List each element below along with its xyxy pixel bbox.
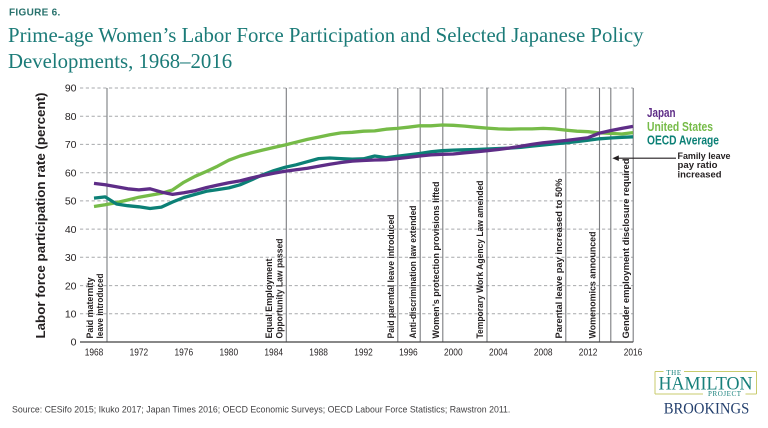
svg-text:60: 60	[65, 167, 77, 179]
svg-text:Women’s protection provisions: Women’s protection provisions lifted	[431, 181, 442, 338]
svg-text:FIGURE 6.: FIGURE 6.	[9, 8, 61, 19]
svg-text:1980: 1980	[220, 348, 239, 359]
svg-text:BROOKINGS: BROOKINGS	[664, 400, 750, 417]
svg-text:Opportunity Law passed: Opportunity Law passed	[274, 238, 285, 338]
svg-text:Equal Employment: Equal Employment	[264, 258, 275, 339]
svg-text:OECD Average: OECD Average	[647, 134, 719, 148]
svg-text:2000: 2000	[444, 348, 463, 359]
svg-text:Japan: Japan	[647, 106, 676, 120]
svg-text:United States: United States	[647, 120, 713, 134]
svg-text:Womenomics announced: Womenomics announced	[588, 231, 599, 338]
svg-text:70: 70	[65, 139, 77, 151]
svg-text:Temporary Work Agency Law amen: Temporary Work Agency Law amended	[475, 180, 486, 338]
svg-text:1992: 1992	[354, 348, 373, 359]
svg-text:Labor force participation rate: Labor force participation rate (percent)	[34, 93, 48, 339]
svg-text:1984: 1984	[264, 348, 283, 359]
svg-text:Gender employment disclosure r: Gender employment disclosure required	[621, 158, 632, 338]
svg-text:30: 30	[65, 252, 77, 264]
svg-text:80: 80	[65, 111, 77, 123]
svg-text:THE: THE	[666, 369, 681, 377]
svg-text:2004: 2004	[489, 348, 508, 359]
svg-text:Anti-discrimination law extend: Anti-discrimination law extended	[408, 205, 419, 338]
svg-text:40: 40	[65, 224, 77, 236]
svg-text:Family leave: Family leave	[678, 151, 731, 162]
svg-text:HAMILTON: HAMILTON	[659, 373, 753, 394]
svg-text:Paid parental leave introduced: Paid parental leave introduced	[386, 214, 397, 338]
svg-text:50: 50	[65, 196, 77, 208]
svg-text:Prime-age Women’s Labor Force: Prime-age Women’s Labor Force Participat…	[8, 24, 644, 47]
svg-text:90: 90	[65, 83, 77, 95]
svg-text:pay ratio: pay ratio	[678, 160, 718, 171]
svg-text:1968: 1968	[85, 348, 104, 359]
svg-text:Source: CESifo 2015; Ikuko 201: Source: CESifo 2015; Ikuko 2017; Japan T…	[12, 405, 510, 415]
svg-text:10: 10	[65, 309, 77, 321]
svg-text:Parental leave pay increased t: Parental leave pay increased to 50%	[554, 178, 565, 339]
svg-text:Paid maternity: Paid maternity	[85, 277, 96, 339]
svg-text:1988: 1988	[309, 348, 328, 359]
svg-text:increased: increased	[678, 169, 722, 180]
svg-text:1972: 1972	[130, 348, 149, 359]
svg-text:Developments, 1968–2016: Developments, 1968–2016	[8, 50, 232, 73]
svg-text:2012: 2012	[579, 348, 598, 359]
svg-text:20: 20	[65, 280, 77, 292]
svg-text:1996: 1996	[399, 348, 418, 359]
svg-text:1976: 1976	[175, 348, 194, 359]
svg-text:2016: 2016	[624, 348, 643, 359]
svg-text:PROJECT: PROJECT	[708, 390, 742, 398]
svg-text:2008: 2008	[534, 348, 553, 359]
svg-text:leave introduced: leave introduced	[95, 273, 106, 338]
svg-text:0: 0	[71, 337, 77, 349]
